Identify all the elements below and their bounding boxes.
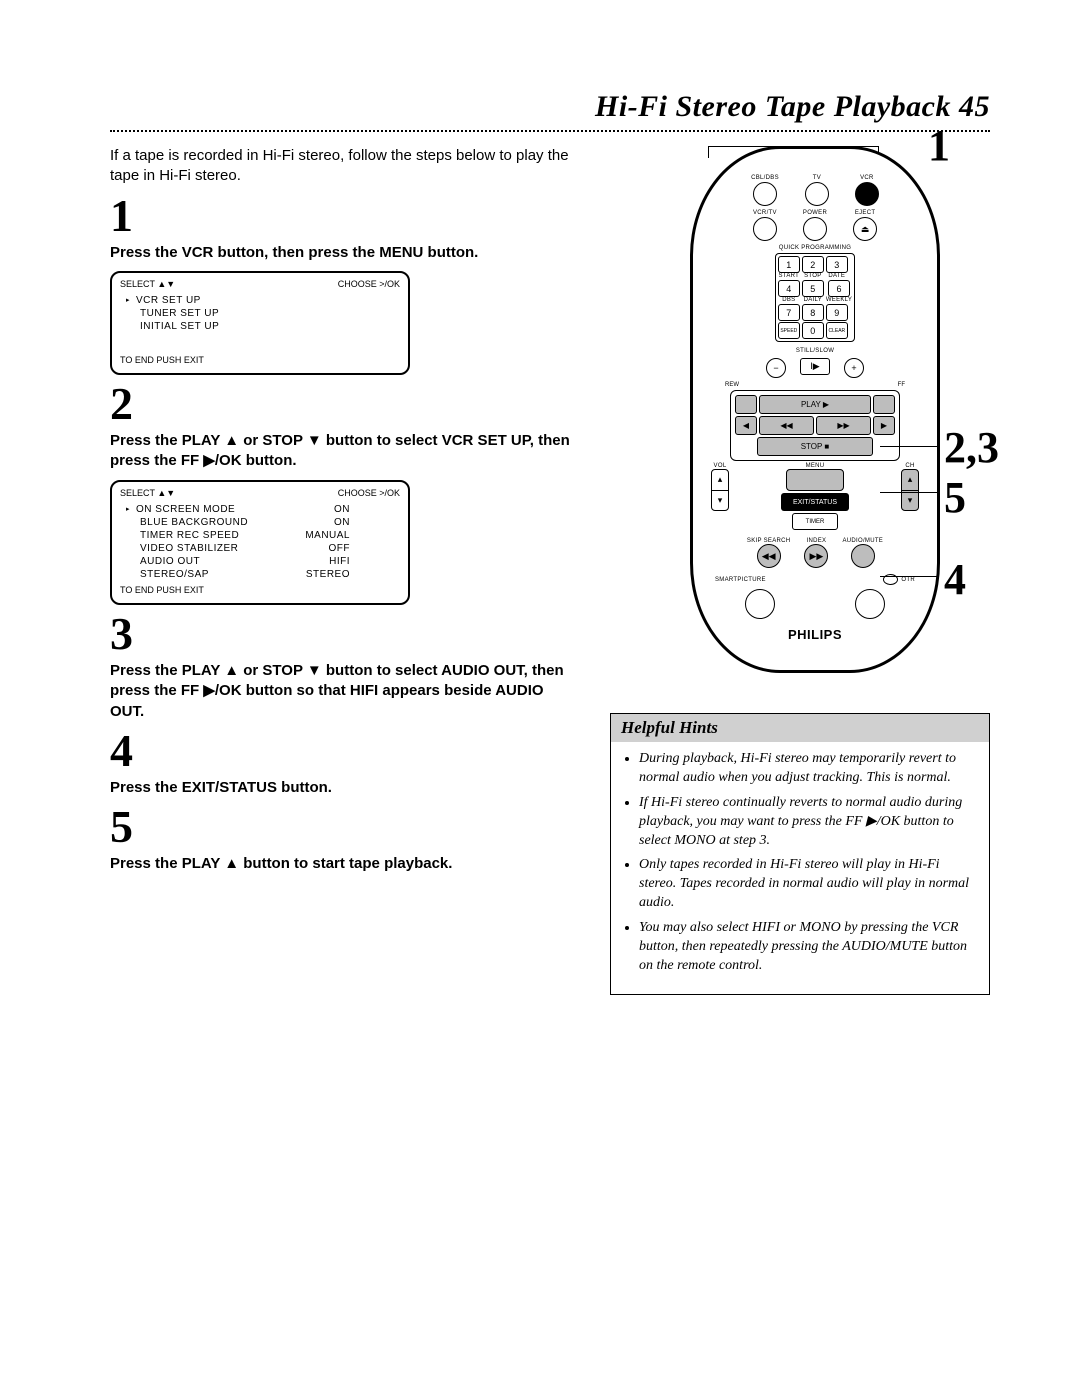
skip-search-button[interactable]: ◀◀ — [757, 544, 781, 568]
right-button[interactable]: ▶ — [873, 416, 895, 435]
right-column: 1 CBL/DBS TV VCR VCR/TV POWER EJEC — [610, 146, 990, 995]
osd1-rows: ▸VCR SET UP TUNER SET UP INITIAL SET UP — [140, 294, 400, 333]
key-3[interactable]: 3 — [826, 256, 848, 273]
key-5[interactable]: 5 — [802, 280, 824, 297]
step-2-number: 2 — [110, 381, 570, 427]
vcr-button[interactable] — [855, 182, 879, 206]
smartpicture-button[interactable] — [745, 589, 775, 619]
hint-item: During playback, Hi-Fi stereo may tempor… — [639, 750, 977, 788]
ff-label: FF — [898, 382, 905, 388]
step-3-number: 3 — [110, 611, 570, 657]
step-1-number: 1 — [110, 193, 570, 239]
manual-page: Hi-Fi Stereo Tape Playback 45 If a tape … — [0, 0, 1080, 1055]
brand-label: PHILIPS — [705, 627, 925, 642]
remote-diagram: CBL/DBS TV VCR VCR/TV POWER EJECT⏏ QUICK… — [650, 146, 950, 673]
osd2-header-left: SELECT ▲▼ — [120, 488, 175, 500]
otr-button[interactable] — [855, 589, 885, 619]
ff-button[interactable]: ▶▶ — [816, 416, 871, 435]
play-button[interactable]: PLAY ▶ — [759, 395, 871, 414]
left-column: If a tape is recorded in Hi-Fi stereo, f… — [110, 146, 570, 995]
rewind-button[interactable]: ◀◀ — [759, 416, 814, 435]
step-5-number: 5 — [110, 804, 570, 850]
key-0[interactable]: 0 — [802, 322, 824, 339]
callout-5: 5 — [944, 472, 966, 523]
osd-menu-2: SELECT ▲▼ CHOOSE >/OK ▸ON SCREEN MODEON … — [110, 480, 410, 605]
step-5-text: Press the PLAY ▲ button to start tape pl… — [110, 854, 570, 874]
rew-label: REW — [725, 382, 739, 388]
still-slow-label: STILL/SLOW — [705, 348, 925, 354]
osd-menu-1: SELECT ▲▼ CHOOSE >/OK ▸VCR SET UP TUNER … — [110, 271, 410, 375]
menu-button[interactable] — [786, 469, 844, 491]
transport-controls: PLAY ▶ ◀ ◀◀ ▶▶ ▶ STOP ■ — [730, 390, 900, 461]
key-7[interactable]: 7 — [778, 304, 800, 321]
stop-button[interactable]: STOP ■ — [757, 437, 873, 456]
osd1-header-right: CHOOSE >/OK — [338, 279, 400, 291]
index-button[interactable]: ▶▶ — [804, 544, 828, 568]
key-4[interactable]: 4 — [778, 280, 800, 297]
speed-button[interactable]: SPEED — [778, 322, 800, 339]
osd2-footer: TO END PUSH EXIT — [120, 585, 400, 597]
still-slow-button[interactable]: I▶ — [800, 358, 830, 375]
clear-button[interactable]: CLEAR — [826, 322, 848, 339]
key-8[interactable]: 8 — [802, 304, 824, 321]
plus-button[interactable]: + — [844, 358, 864, 378]
callout-2-3: 2,3 — [944, 422, 999, 473]
intro-text: If a tape is recorded in Hi-Fi stereo, f… — [110, 146, 570, 187]
key-9[interactable]: 9 — [826, 304, 848, 321]
hint-item: If Hi-Fi stereo continually reverts to n… — [639, 794, 977, 851]
callout-4: 4 — [944, 554, 966, 605]
step-2-text: Press the PLAY ▲ or STOP ▼ button to sel… — [110, 431, 570, 472]
osd2-header-right: CHOOSE >/OK — [338, 488, 400, 500]
helpful-hints-title: Helpful Hints — [611, 714, 989, 742]
vol-menu-ch-row: VOL ▴▾ MENU EXIT/STATUS TIMER CH ▴▾ — [711, 463, 919, 534]
step-1-text: Press the VCR button, then press the MEN… — [110, 243, 570, 263]
eject-button[interactable]: ⏏ — [853, 217, 877, 241]
channel-rocker[interactable]: ▴▾ — [901, 469, 919, 511]
vcr-tv-button[interactable] — [753, 217, 777, 241]
osd1-header-left: SELECT ▲▼ — [120, 279, 175, 291]
step-4-number: 4 — [110, 728, 570, 774]
key-1[interactable]: 1 — [778, 256, 800, 273]
audio-mute-button[interactable] — [851, 544, 875, 568]
tv-button[interactable] — [805, 182, 829, 206]
helpful-hints-body: During playback, Hi-Fi stereo may tempor… — [611, 742, 989, 994]
step-4-text: Press the EXIT/STATUS button. — [110, 778, 570, 798]
exit-status-button[interactable]: EXIT/STATUS — [781, 493, 849, 511]
left-button[interactable]: ◀ — [735, 416, 757, 435]
key-2[interactable]: 2 — [802, 256, 824, 273]
helpful-hints-box: Helpful Hints During playback, Hi-Fi ste… — [610, 713, 990, 995]
power-button[interactable] — [803, 217, 827, 241]
volume-rocker[interactable]: ▴▾ — [711, 469, 729, 511]
hint-item: Only tapes recorded in Hi-Fi stereo will… — [639, 856, 977, 913]
osd2-rows: ▸ON SCREEN MODEON BLUE BACKGROUNDON TIME… — [140, 503, 400, 581]
cbl-dbs-button[interactable] — [753, 182, 777, 206]
page-title: Hi-Fi Stereo Tape Playback 45 — [110, 90, 990, 124]
hint-item: You may also select HIFI or MONO by pres… — [639, 919, 977, 976]
two-column-layout: If a tape is recorded in Hi-Fi stereo, f… — [110, 146, 990, 995]
minus-button[interactable]: − — [766, 358, 786, 378]
remote-body: CBL/DBS TV VCR VCR/TV POWER EJECT⏏ QUICK… — [690, 146, 940, 673]
key-6[interactable]: 6 — [828, 280, 850, 297]
osd1-footer: TO END PUSH EXIT — [120, 355, 400, 367]
timer-button[interactable]: TIMER — [792, 513, 838, 530]
step-3-text: Press the PLAY ▲ or STOP ▼ button to sel… — [110, 661, 570, 722]
number-keypad: 1START 2STOP 3DATE 4DBS 5DAILY 6WEEKLY 7 — [775, 253, 855, 342]
